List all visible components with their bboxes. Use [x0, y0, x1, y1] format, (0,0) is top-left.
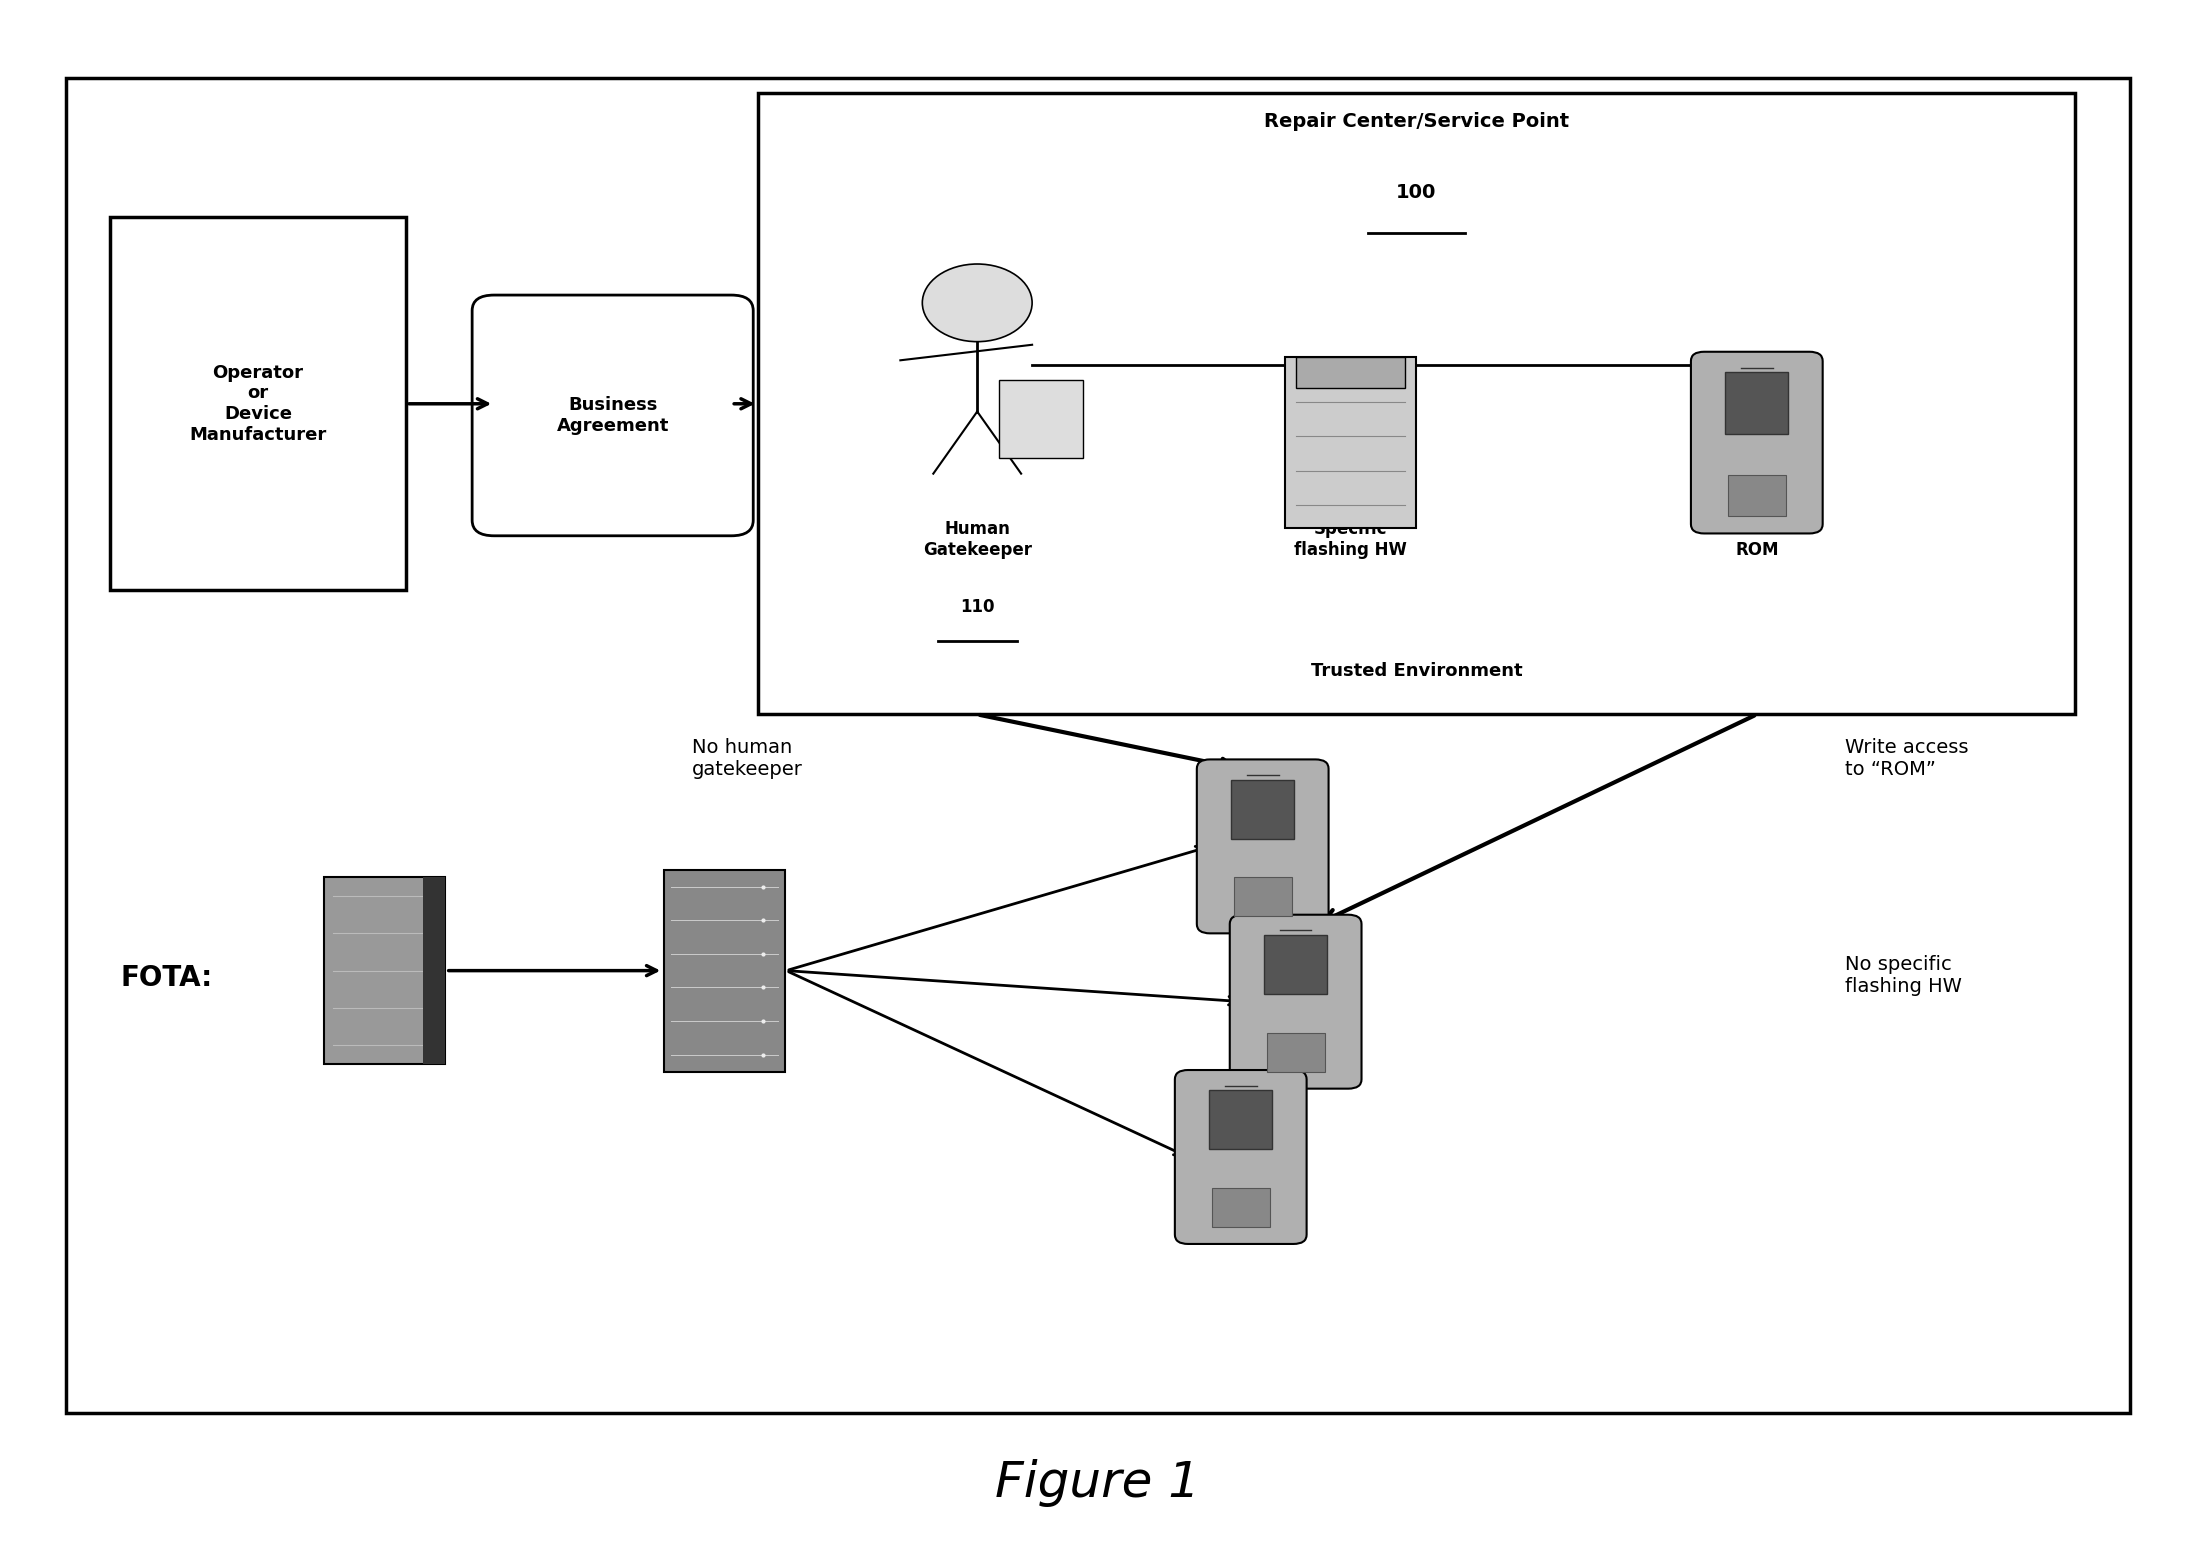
Circle shape	[922, 264, 1032, 342]
FancyBboxPatch shape	[1267, 1033, 1324, 1072]
FancyBboxPatch shape	[1212, 1188, 1269, 1227]
FancyBboxPatch shape	[663, 870, 786, 1072]
Text: Specific
flashing HW: Specific flashing HW	[1293, 520, 1408, 559]
FancyBboxPatch shape	[325, 877, 444, 1064]
Text: Trusted Environment: Trusted Environment	[1311, 662, 1522, 680]
FancyBboxPatch shape	[1265, 935, 1326, 994]
Text: 110: 110	[960, 598, 995, 617]
FancyBboxPatch shape	[1175, 1070, 1307, 1244]
Text: No specific
flashing HW: No specific flashing HW	[1845, 955, 1961, 995]
Text: Business
Agreement: Business Agreement	[556, 396, 670, 435]
Text: Figure 1: Figure 1	[995, 1460, 1201, 1506]
Text: No human
gatekeeper: No human gatekeeper	[692, 738, 802, 778]
FancyBboxPatch shape	[1210, 1090, 1271, 1149]
Text: Human
Gatekeeper: Human Gatekeeper	[922, 520, 1032, 559]
FancyBboxPatch shape	[1285, 357, 1416, 528]
FancyBboxPatch shape	[1232, 780, 1293, 839]
FancyBboxPatch shape	[1726, 373, 1788, 435]
FancyBboxPatch shape	[1691, 353, 1823, 534]
Text: FOTA:: FOTA:	[121, 964, 213, 992]
FancyBboxPatch shape	[1197, 759, 1329, 933]
FancyBboxPatch shape	[472, 295, 753, 536]
FancyBboxPatch shape	[1296, 357, 1405, 388]
Text: Write access
to “ROM”: Write access to “ROM”	[1845, 738, 1968, 778]
Text: Protected
ROM: Protected ROM	[1711, 520, 1803, 559]
FancyBboxPatch shape	[758, 93, 2075, 714]
Text: Operator
or
Device
Manufacturer: Operator or Device Manufacturer	[189, 363, 327, 444]
FancyBboxPatch shape	[66, 78, 2130, 1413]
FancyBboxPatch shape	[1728, 475, 1785, 516]
FancyBboxPatch shape	[1230, 915, 1362, 1089]
FancyBboxPatch shape	[999, 380, 1083, 458]
FancyBboxPatch shape	[1234, 877, 1291, 916]
FancyBboxPatch shape	[110, 217, 406, 590]
Text: Repair Center/Service Point: Repair Center/Service Point	[1265, 112, 1568, 130]
Text: 100: 100	[1397, 183, 1436, 202]
FancyBboxPatch shape	[422, 877, 444, 1064]
